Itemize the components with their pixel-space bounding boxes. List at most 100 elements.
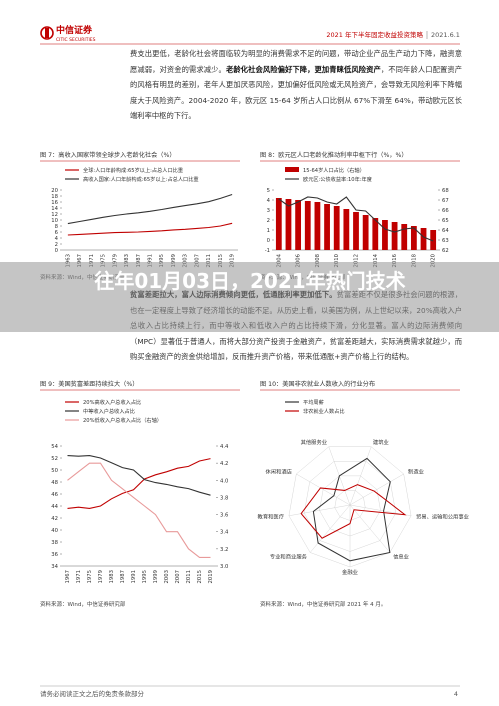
y-tick-label: 44: [51, 504, 58, 510]
y-tick-label: 1: [267, 228, 270, 234]
line-series: [67, 462, 211, 558]
radar-axis-label: 其他服务业: [301, 438, 328, 446]
radar-grid: [303, 461, 397, 552]
line-series: [67, 455, 211, 496]
disclaimer: 请务必阅读正文之后的免责条款部分: [40, 689, 145, 698]
y2-tick-label: 68: [442, 188, 449, 194]
x-tick-label: 2004: [276, 253, 282, 267]
y-tick-label: 38: [51, 540, 58, 546]
x-tick-label: 2015: [218, 254, 224, 267]
x-tick-label: 2016: [392, 253, 398, 267]
y2-tick-label: 4.0: [220, 478, 229, 484]
bar: [382, 220, 388, 250]
figure-source: 资料来源：Wind，中信证券研究部: [40, 600, 126, 608]
x-tick-label: 1999: [171, 254, 177, 267]
y-tick-label: 16: [51, 200, 58, 206]
x-tick-label: 2014: [373, 253, 379, 267]
logo-mark: [45, 28, 49, 38]
y-tick-label: 5: [267, 188, 270, 194]
x-tick-label: 1983: [124, 254, 130, 267]
legend-label: 15-64岁人口占比（右轴）: [303, 166, 365, 174]
x-tick-label: 2018: [411, 253, 417, 267]
x-tick-label: 2008: [315, 253, 321, 267]
bar: [333, 206, 340, 250]
line-series: [278, 196, 434, 242]
legend-label: 20%高收入户总收入占比: [83, 398, 141, 406]
radar-spoke: [349, 473, 404, 506]
bar: [314, 202, 321, 250]
radar-axis-label: 金融业: [342, 568, 358, 576]
radar-axis-label: 建筑业: [373, 438, 389, 446]
x-tick-label: 1971: [76, 570, 82, 583]
bar: [410, 226, 417, 250]
text-run: 费支出更低，老龄化社会将面临较为明显的消费需求不足的问题，带动企业产品生产动力下…: [130, 49, 462, 74]
line-series: [67, 193, 233, 225]
x-tick-label: 2012: [354, 254, 360, 267]
radar-series: [312, 457, 391, 562]
bar: [353, 212, 359, 250]
x-tick-label: 1967: [77, 254, 83, 267]
text-run: 老龄化社会风险偏好下降，更加青睐低风险资产: [225, 64, 381, 74]
radar-axis-label: 专业和商业服务: [270, 552, 308, 560]
radar-axis-label: 信息业: [393, 552, 409, 560]
y-tick-label: 52: [51, 456, 58, 462]
y-tick-label: 8: [55, 224, 59, 230]
y2-tick-label: 63: [442, 238, 449, 244]
x-tick-label: 2006: [296, 253, 302, 267]
x-tick-label: 2019: [208, 570, 214, 583]
y2-tick-label: 3.8: [220, 495, 229, 501]
y-tick-label: 20: [51, 188, 58, 194]
x-tick-label: 1995: [159, 254, 165, 267]
x-tick-label: 2003: [183, 254, 189, 267]
radar-grid: [334, 490, 366, 521]
radar-spoke: [309, 504, 351, 553]
x-tick-label: 1987: [136, 254, 142, 267]
y-tick-label: 42: [51, 516, 58, 522]
bar: [343, 209, 350, 250]
radar-axis-label: 教育和医疗: [258, 513, 285, 521]
x-tick-label: 1995: [142, 570, 148, 583]
legend-label: 高收入国家:人口年龄构成:65岁以上:占总人口比重: [83, 175, 199, 183]
bar: [275, 198, 282, 250]
y-tick-label: 46: [51, 492, 58, 498]
bar: [324, 204, 330, 250]
radar-series: [300, 484, 407, 539]
radar-spoke: [296, 473, 351, 506]
x-tick-label: 2007: [194, 254, 200, 267]
line-series: [67, 458, 211, 509]
bar: [285, 199, 292, 250]
y2-tick-label: 3.4: [220, 530, 229, 536]
y-tick-label: 14: [51, 206, 58, 212]
y-tick-label: 0: [267, 238, 271, 244]
y2-tick-label: 3.0: [220, 564, 229, 570]
y-tick-label: 36: [51, 552, 58, 558]
company-name-en: CITIC SECURITIES: [56, 37, 96, 43]
text-run: ，不同年龄人口配置资产的风格有明显的差别，老年人更加厌恶风险，更加偏好低风险或无…: [130, 64, 463, 121]
figure-title: 图 7：高收入国家带领全球步入老龄化社会（%）: [40, 151, 176, 159]
bar: [420, 228, 427, 250]
bar: [372, 218, 379, 250]
x-tick-label: 2003: [164, 570, 170, 583]
legend-label: 欧元区:公债收益率:10年:年度: [303, 175, 372, 183]
y-tick-label: 3: [267, 208, 270, 214]
x-tick-label: 2010: [334, 253, 340, 267]
bar: [401, 224, 408, 250]
radar-spoke: [349, 446, 372, 506]
overlay-banner: [0, 262, 499, 332]
y-tick-label: 12: [51, 212, 58, 218]
y2-tick-label: 66: [442, 208, 449, 214]
figure-title: 图 9：美国贫富差距持续拉大（%）: [40, 380, 138, 388]
y-tick-label: 54: [51, 444, 58, 450]
radar-spoke: [349, 504, 391, 553]
figure-title: 图 8：欧元区人口老龄化推动利率中枢下行（%，%）: [260, 151, 408, 159]
paragraph: 费支出更低，老龄化社会将面临较为明显的消费需求不足的问题，带动企业产品生产动力下…: [130, 46, 462, 124]
y-tick-label: 2: [267, 218, 270, 224]
y-tick-label: 4: [55, 236, 59, 242]
x-tick-label: 2015: [197, 570, 203, 583]
radar-axis-label: 制造业: [408, 468, 424, 476]
legend-swatch: [285, 167, 299, 172]
y-tick-label: 50: [51, 468, 58, 474]
x-tick-label: 1979: [112, 254, 118, 267]
report-date: 2021.6.1: [431, 31, 460, 39]
